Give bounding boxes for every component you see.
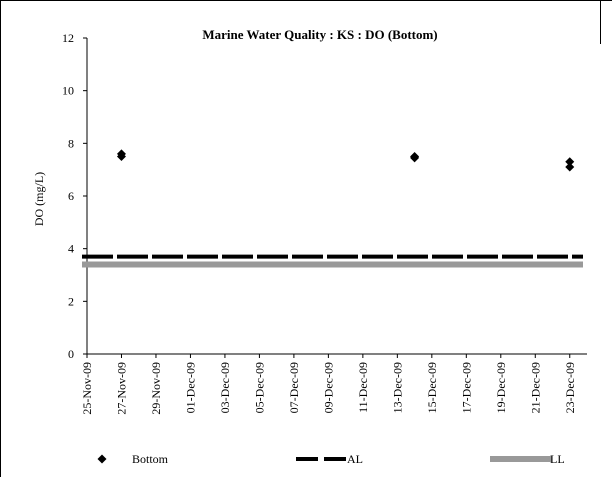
data-point-bottom — [410, 153, 420, 163]
x-tick-label: 09-Dec-09 — [321, 362, 335, 413]
x-tick-label: 15-Dec-09 — [425, 362, 439, 413]
y-tick-label: 10 — [62, 84, 74, 98]
frame-edge — [600, 0, 601, 44]
x-tick-label: 05-Dec-09 — [252, 362, 266, 413]
y-tick-label: 12 — [62, 31, 74, 45]
axes: 0 2 4 6 8 10 12 25-Nov-09 27-Nov-09 29-Nov-09 01-D… — [62, 31, 587, 415]
x-tick-label: 23-Dec-09 — [563, 362, 577, 413]
y-tick-label: 4 — [68, 242, 74, 256]
legend-marker-bottom — [97, 454, 107, 464]
x-tick-label: 11-Dec-09 — [356, 362, 370, 413]
y-axis-label: DO (mg/L) — [32, 172, 46, 226]
x-tick-label: 17-Dec-09 — [459, 362, 473, 413]
y-tick-label: 0 — [68, 347, 74, 361]
x-tick-label: 25-Nov-09 — [80, 362, 94, 415]
data-point-bottom — [116, 152, 126, 161]
reference-lines — [82, 254, 583, 268]
legend-label-al: AL — [347, 452, 363, 466]
x-tick-label: 21-Dec-09 — [528, 362, 542, 413]
x-tick-label: 27-Nov-09 — [114, 362, 128, 415]
x-tick-label: 13-Dec-09 — [390, 362, 404, 413]
x-tick-label: 19-Dec-09 — [494, 362, 508, 413]
y-tick-label: 6 — [68, 189, 74, 203]
x-tick-label: 01-Dec-09 — [183, 362, 197, 413]
chart-title: Marine Water Quality : KS : DO (Bottom) — [202, 27, 437, 42]
x-tick-label: 03-Dec-09 — [218, 362, 232, 413]
legend-label-ll: LL — [550, 452, 565, 466]
x-tick-label: 07-Dec-09 — [287, 362, 301, 413]
y-tick-label: 8 — [68, 136, 74, 150]
legend-label-bottom: Bottom — [132, 452, 169, 466]
y-tick-label: 2 — [68, 294, 74, 308]
data-point-bottom — [565, 162, 575, 172]
data-point-bottom — [565, 157, 575, 167]
data-points — [116, 149, 575, 172]
legend: Bottom AL LL — [97, 452, 565, 466]
x-tick-label: 29-Nov-09 — [149, 362, 163, 415]
